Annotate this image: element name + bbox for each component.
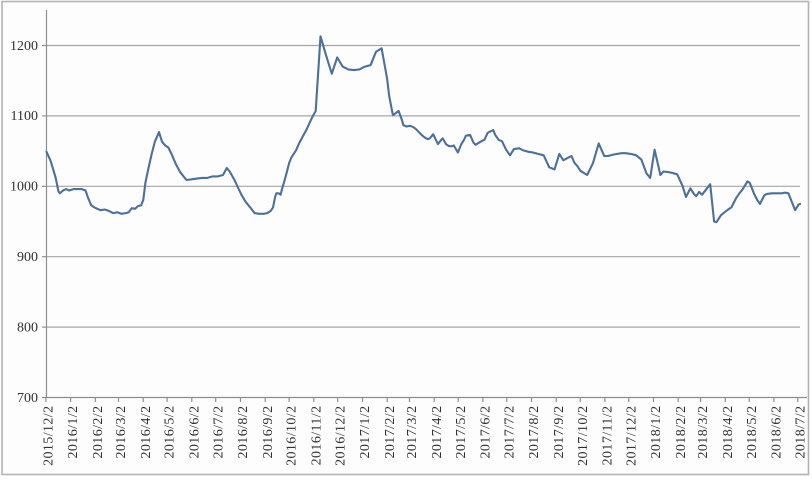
- svg-text:2017/1/2: 2017/1/2: [358, 406, 373, 459]
- svg-text:2016/3/2: 2016/3/2: [114, 406, 129, 459]
- svg-text:2016/12/2: 2016/12/2: [333, 406, 348, 466]
- svg-text:2016/1/2: 2016/1/2: [66, 406, 81, 459]
- svg-text:900: 900: [17, 250, 38, 265]
- svg-text:2016/10/2: 2016/10/2: [285, 406, 300, 466]
- svg-text:2018/5/2: 2018/5/2: [745, 406, 760, 459]
- svg-text:2017/9/2: 2017/9/2: [552, 406, 567, 459]
- svg-text:2016/9/2: 2016/9/2: [261, 406, 276, 459]
- svg-text:2018/1/2: 2018/1/2: [649, 406, 664, 459]
- svg-text:2018/2/2: 2018/2/2: [674, 406, 689, 459]
- svg-text:2015/12/2: 2015/12/2: [42, 406, 57, 466]
- svg-text:800: 800: [17, 320, 38, 335]
- svg-text:2017/10/2: 2017/10/2: [576, 406, 591, 466]
- svg-text:1200: 1200: [10, 39, 38, 54]
- svg-text:2017/6/2: 2017/6/2: [479, 406, 494, 459]
- svg-text:2017/4/2: 2017/4/2: [430, 406, 445, 459]
- svg-text:2017/7/2: 2017/7/2: [502, 406, 517, 459]
- svg-text:1000: 1000: [10, 180, 38, 195]
- svg-text:2017/3/2: 2017/3/2: [405, 406, 420, 459]
- svg-text:2017/11/2: 2017/11/2: [601, 406, 616, 466]
- svg-text:2016/8/2: 2016/8/2: [236, 406, 251, 459]
- svg-text:2018/3/2: 2018/3/2: [696, 406, 711, 459]
- svg-text:2017/12/2: 2017/12/2: [624, 406, 639, 466]
- svg-text:1100: 1100: [11, 109, 38, 124]
- svg-text:2017/2/2: 2017/2/2: [383, 406, 398, 459]
- svg-text:2016/11/2: 2016/11/2: [309, 406, 324, 466]
- svg-text:2016/4/2: 2016/4/2: [139, 406, 154, 459]
- svg-text:2016/5/2: 2016/5/2: [163, 406, 178, 459]
- svg-text:2018/6/2: 2018/6/2: [770, 406, 785, 459]
- svg-text:2018/7/2: 2018/7/2: [793, 406, 808, 459]
- svg-text:2018/4/2: 2018/4/2: [721, 406, 736, 459]
- svg-text:2016/6/2: 2016/6/2: [187, 406, 202, 459]
- svg-text:2017/8/2: 2017/8/2: [527, 406, 542, 459]
- svg-text:2016/2/2: 2016/2/2: [91, 406, 106, 459]
- svg-text:2016/7/2: 2016/7/2: [211, 406, 226, 459]
- svg-text:700: 700: [17, 391, 38, 406]
- svg-text:2017/5/2: 2017/5/2: [454, 406, 469, 459]
